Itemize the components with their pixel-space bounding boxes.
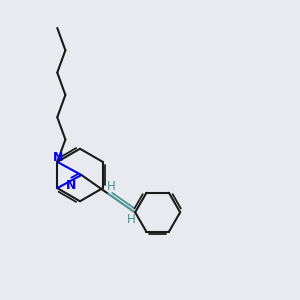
Text: N: N (53, 151, 64, 164)
Text: H: H (107, 180, 116, 193)
Text: H: H (127, 213, 136, 226)
Text: N: N (66, 179, 76, 192)
